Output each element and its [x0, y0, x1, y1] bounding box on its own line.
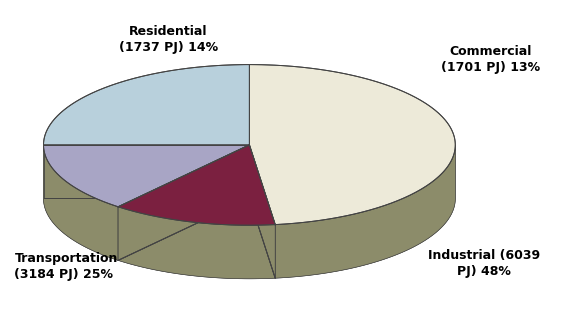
Polygon shape [44, 65, 249, 145]
Text: Residential
(1737 PJ) 14%: Residential (1737 PJ) 14% [119, 25, 218, 54]
Polygon shape [118, 145, 249, 260]
Polygon shape [249, 145, 275, 278]
Text: Transportation
(3184 PJ) 25%: Transportation (3184 PJ) 25% [14, 252, 118, 281]
Text: Commercial
(1701 PJ) 13%: Commercial (1701 PJ) 13% [441, 45, 539, 74]
Polygon shape [44, 145, 249, 198]
Polygon shape [249, 65, 455, 225]
Polygon shape [44, 145, 455, 279]
Polygon shape [44, 145, 118, 260]
Polygon shape [118, 145, 275, 225]
Polygon shape [118, 145, 249, 260]
Polygon shape [44, 145, 249, 207]
Text: Industrial (6039
PJ) 48%: Industrial (6039 PJ) 48% [428, 249, 541, 278]
Polygon shape [249, 145, 275, 278]
Polygon shape [275, 145, 455, 278]
Polygon shape [118, 207, 275, 279]
Polygon shape [44, 145, 249, 198]
